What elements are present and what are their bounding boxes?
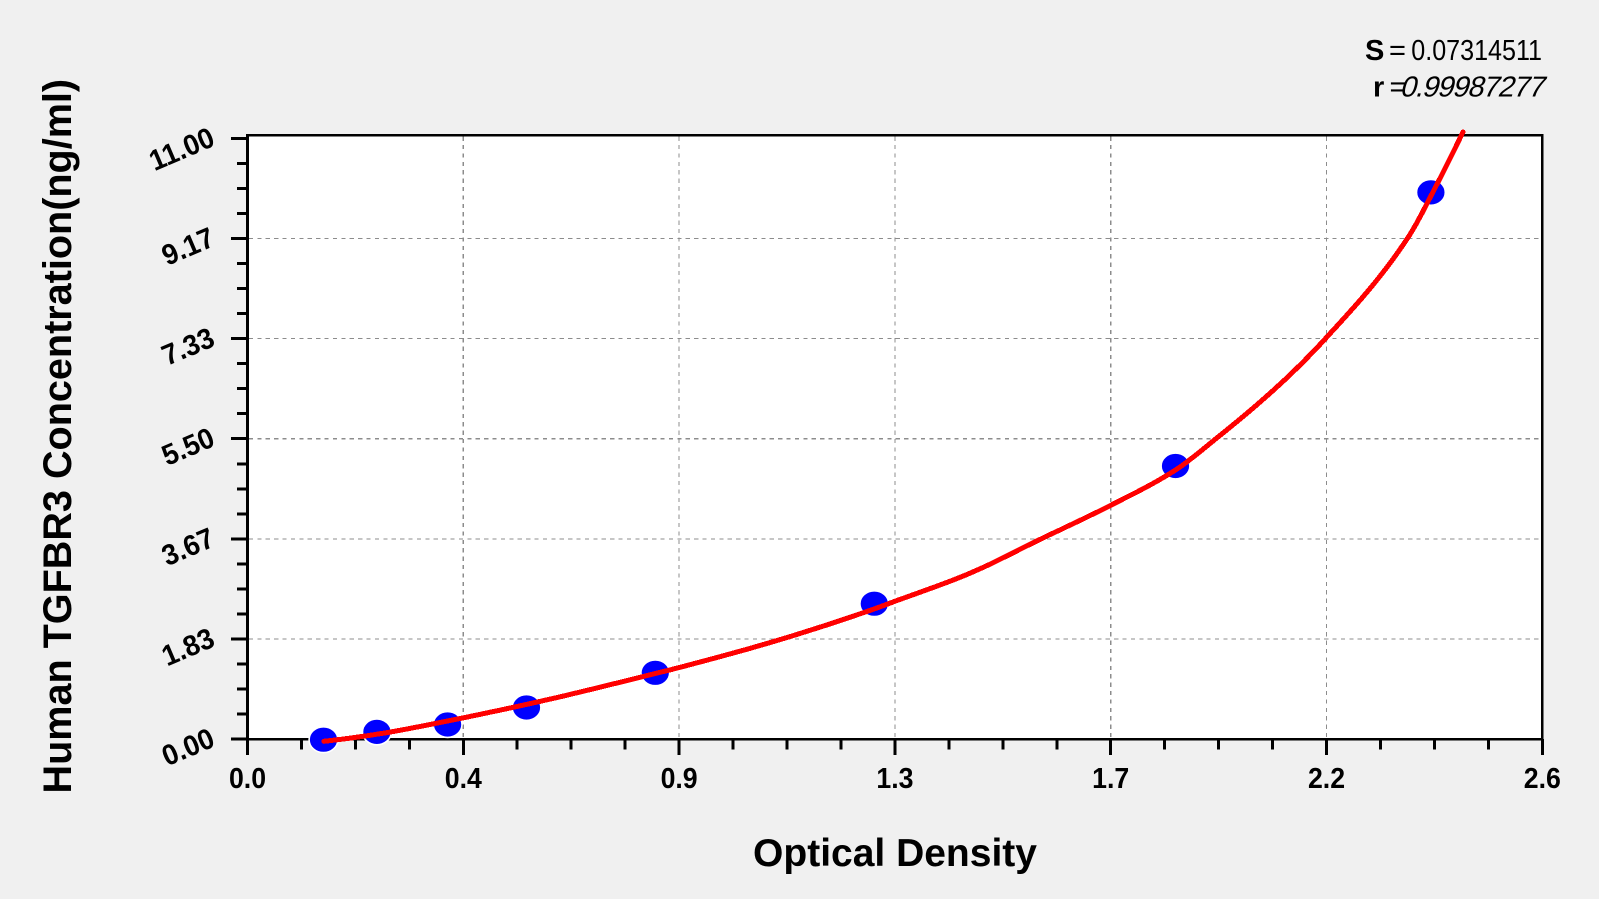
svg-text:=: =: [1390, 72, 1407, 104]
svg-text:=: =: [1389, 35, 1406, 67]
svg-text:S: S: [1365, 35, 1384, 67]
svg-text:1.3: 1.3: [876, 762, 913, 794]
svg-text:0.4: 0.4: [445, 762, 483, 794]
svg-text:2.6: 2.6: [1524, 762, 1561, 794]
svg-text:0.0: 0.0: [229, 762, 266, 794]
svg-text:2.2: 2.2: [1308, 762, 1345, 794]
svg-text:Optical Density: Optical Density: [753, 832, 1037, 875]
svg-text:0.99987277: 0.99987277: [1398, 71, 1550, 103]
svg-text:0.07314511: 0.07314511: [1411, 33, 1542, 66]
svg-text:r: r: [1373, 72, 1384, 104]
svg-text:1.7: 1.7: [1092, 762, 1129, 794]
svg-text:Human TGFBR3 Concentration(ng/: Human TGFBR3 Concentration(ng/ml): [36, 79, 80, 794]
svg-text:0.9: 0.9: [661, 762, 698, 794]
